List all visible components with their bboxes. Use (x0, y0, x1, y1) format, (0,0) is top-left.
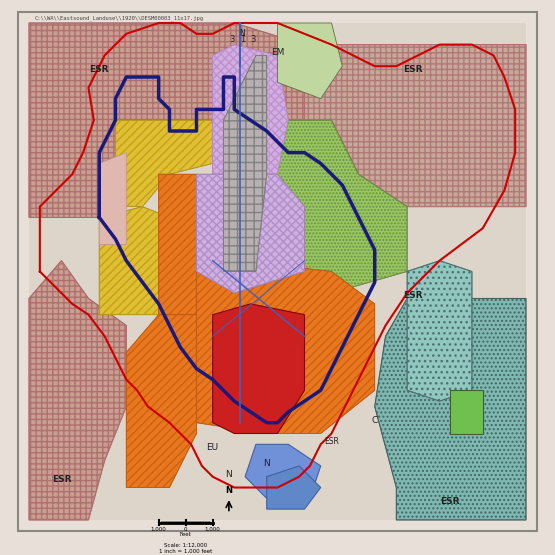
Text: ESR: ESR (52, 475, 71, 484)
Text: ESR: ESR (403, 291, 422, 300)
Text: 1,000: 1,000 (205, 527, 220, 532)
Polygon shape (213, 304, 305, 433)
Text: N: N (225, 470, 232, 479)
Text: C:\\WA\\Eastsound_Landuse\\1920\\DESM00003_11x17.jpg: C:\\WA\\Eastsound_Landuse\\1920\\DESM000… (34, 15, 204, 21)
Polygon shape (267, 466, 321, 509)
Polygon shape (99, 153, 126, 244)
Polygon shape (159, 174, 224, 315)
Polygon shape (450, 390, 483, 433)
Polygon shape (29, 261, 126, 520)
Polygon shape (29, 23, 305, 218)
Polygon shape (305, 44, 526, 206)
Text: 3: 3 (250, 35, 256, 44)
Text: 0: 0 (184, 527, 188, 532)
Text: N: N (240, 29, 245, 38)
Polygon shape (245, 445, 321, 498)
Polygon shape (213, 120, 234, 261)
Text: EM: EM (271, 48, 284, 57)
Text: C: C (372, 416, 378, 425)
Text: Scale: 1:12,000
1 inch = 1,000 feet: Scale: 1:12,000 1 inch = 1,000 feet (159, 543, 213, 554)
Text: 3: 3 (229, 35, 234, 44)
Polygon shape (234, 120, 407, 293)
Text: ESR: ESR (441, 497, 460, 506)
Text: EU: EU (206, 443, 219, 452)
Polygon shape (99, 206, 169, 315)
Polygon shape (375, 299, 526, 520)
Text: ESR: ESR (324, 437, 339, 446)
Polygon shape (224, 56, 267, 271)
Text: Feet: Feet (180, 532, 191, 537)
Polygon shape (196, 174, 305, 293)
Text: N: N (225, 486, 233, 495)
Polygon shape (407, 261, 472, 401)
Text: ESR: ESR (403, 64, 422, 74)
Text: 1,000: 1,000 (151, 527, 166, 532)
Polygon shape (29, 23, 526, 520)
Polygon shape (196, 261, 375, 433)
Text: 1: 1 (240, 35, 245, 44)
Polygon shape (278, 23, 342, 99)
Polygon shape (213, 44, 288, 174)
Text: ESR: ESR (89, 64, 109, 74)
Polygon shape (126, 315, 196, 487)
Polygon shape (115, 120, 213, 206)
Text: N: N (263, 459, 270, 468)
